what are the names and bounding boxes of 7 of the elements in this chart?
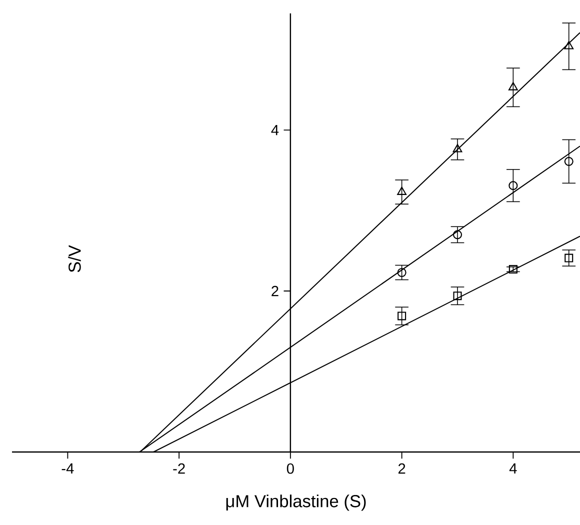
x-tick-label: -2 bbox=[173, 463, 185, 474]
x-tick-label: -4 bbox=[62, 463, 74, 474]
x-tick-label: 2 bbox=[398, 463, 406, 474]
y-axis-title: S/V bbox=[68, 244, 81, 272]
x-axis-title: μM Vinblastine (S) bbox=[226, 494, 366, 511]
x-tick-label: 0 bbox=[286, 463, 294, 474]
x-tick-label: 4 bbox=[509, 463, 517, 474]
